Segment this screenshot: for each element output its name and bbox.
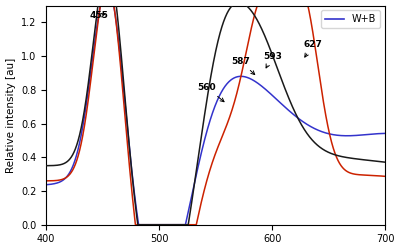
Y-axis label: Relative intensity [au]: Relative intensity [au] bbox=[6, 58, 16, 173]
Text: 627: 627 bbox=[304, 40, 322, 57]
Text: 587: 587 bbox=[231, 57, 255, 74]
Text: 455: 455 bbox=[90, 11, 109, 20]
Text: 593: 593 bbox=[263, 52, 282, 68]
Text: 560: 560 bbox=[197, 83, 224, 102]
Legend: W+B: W+B bbox=[321, 10, 380, 28]
